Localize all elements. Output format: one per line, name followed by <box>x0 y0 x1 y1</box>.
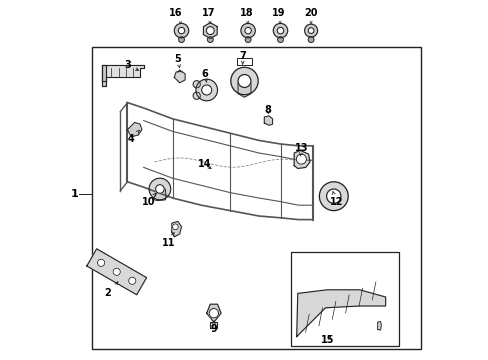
Polygon shape <box>174 71 185 83</box>
Polygon shape <box>153 189 166 201</box>
Circle shape <box>113 268 120 275</box>
Text: 5: 5 <box>174 54 181 68</box>
Circle shape <box>201 85 211 95</box>
Circle shape <box>277 27 283 34</box>
Polygon shape <box>296 290 385 337</box>
Text: 1: 1 <box>71 189 78 199</box>
Polygon shape <box>377 321 381 330</box>
Circle shape <box>196 79 217 101</box>
Circle shape <box>319 182 347 211</box>
Bar <box>91 47 420 349</box>
Text: 4: 4 <box>127 130 139 144</box>
Circle shape <box>172 224 178 230</box>
Circle shape <box>230 67 258 95</box>
Circle shape <box>244 37 250 42</box>
Circle shape <box>128 277 136 284</box>
Text: 16: 16 <box>169 8 183 24</box>
Text: 3: 3 <box>124 60 138 70</box>
Circle shape <box>238 75 250 87</box>
Circle shape <box>304 24 317 37</box>
Polygon shape <box>102 65 143 81</box>
Circle shape <box>178 37 184 42</box>
Circle shape <box>193 81 200 88</box>
Text: 11: 11 <box>162 233 175 248</box>
Polygon shape <box>171 221 181 237</box>
Text: 10: 10 <box>142 193 156 207</box>
Polygon shape <box>206 304 221 322</box>
Polygon shape <box>294 150 309 168</box>
Polygon shape <box>210 322 217 328</box>
Polygon shape <box>102 65 106 86</box>
Circle shape <box>273 23 287 38</box>
Circle shape <box>97 259 104 266</box>
Text: 9: 9 <box>210 321 217 334</box>
Text: 14: 14 <box>198 159 211 169</box>
Circle shape <box>206 27 214 35</box>
Circle shape <box>155 185 164 193</box>
Text: 12: 12 <box>329 191 343 207</box>
Bar <box>291 252 399 346</box>
Text: 7: 7 <box>239 51 245 64</box>
Text: 6: 6 <box>201 69 208 82</box>
Text: 19: 19 <box>271 8 285 24</box>
Circle shape <box>178 27 184 34</box>
Circle shape <box>174 23 188 38</box>
Text: 17: 17 <box>202 8 215 24</box>
Text: 20: 20 <box>304 8 317 24</box>
Text: 18: 18 <box>239 8 253 24</box>
Circle shape <box>307 28 313 33</box>
Circle shape <box>209 309 218 318</box>
Circle shape <box>241 23 255 38</box>
Circle shape <box>193 92 200 99</box>
Polygon shape <box>127 122 142 137</box>
Polygon shape <box>238 83 250 97</box>
Text: 13: 13 <box>295 143 308 156</box>
Circle shape <box>307 37 313 42</box>
Circle shape <box>296 154 306 164</box>
Circle shape <box>277 37 283 42</box>
Text: 8: 8 <box>264 105 271 115</box>
Text: 15: 15 <box>320 335 333 345</box>
Polygon shape <box>203 23 217 39</box>
Polygon shape <box>87 249 146 295</box>
Circle shape <box>149 178 170 200</box>
Text: 2: 2 <box>104 282 118 298</box>
Circle shape <box>207 37 213 42</box>
Circle shape <box>244 27 251 34</box>
Polygon shape <box>264 116 272 125</box>
Circle shape <box>326 189 340 203</box>
